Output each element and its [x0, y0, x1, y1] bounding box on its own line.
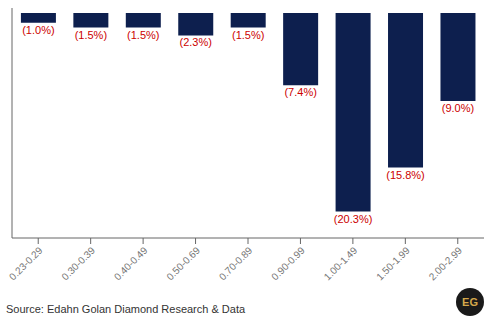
- svg-text:0.50-0.69: 0.50-0.69: [164, 244, 202, 282]
- svg-text:(1.0%): (1.0%): [22, 24, 54, 36]
- svg-text:0.40-0.49: 0.40-0.49: [112, 244, 150, 282]
- svg-text:(20.3%): (20.3%): [334, 213, 373, 225]
- svg-text:0.23-0.29: 0.23-0.29: [8, 244, 45, 282]
- svg-text:1.00-1.49: 1.00-1.49: [322, 244, 360, 282]
- svg-text:1.50-1.99: 1.50-1.99: [374, 244, 412, 282]
- html-text:EG: EG: [462, 296, 478, 308]
- svg-text:0.90-0.99: 0.90-0.99: [269, 244, 307, 282]
- html-text:Source: Edahn Golan Diamond Re: Source: Edahn Golan Diamond Research & D…: [6, 303, 246, 315]
- svg-text:(1.5%): (1.5%): [75, 29, 107, 41]
- svg-text:0.70-0.89: 0.70-0.89: [217, 244, 255, 282]
- svg-text:(15.8%): (15.8%): [386, 169, 425, 181]
- svg-text:(7.4%): (7.4%): [284, 86, 316, 98]
- svg-text:(9.0%): (9.0%): [442, 102, 474, 114]
- svg-text:(1.5%): (1.5%): [232, 29, 264, 41]
- svg-text:(1.5%): (1.5%): [127, 29, 159, 41]
- svg-text:2.00-2.99: 2.00-2.99: [427, 244, 465, 282]
- svg-text:0.30-0.39: 0.30-0.39: [59, 244, 97, 282]
- svg-text:(2.3%): (2.3%): [180, 36, 212, 48]
